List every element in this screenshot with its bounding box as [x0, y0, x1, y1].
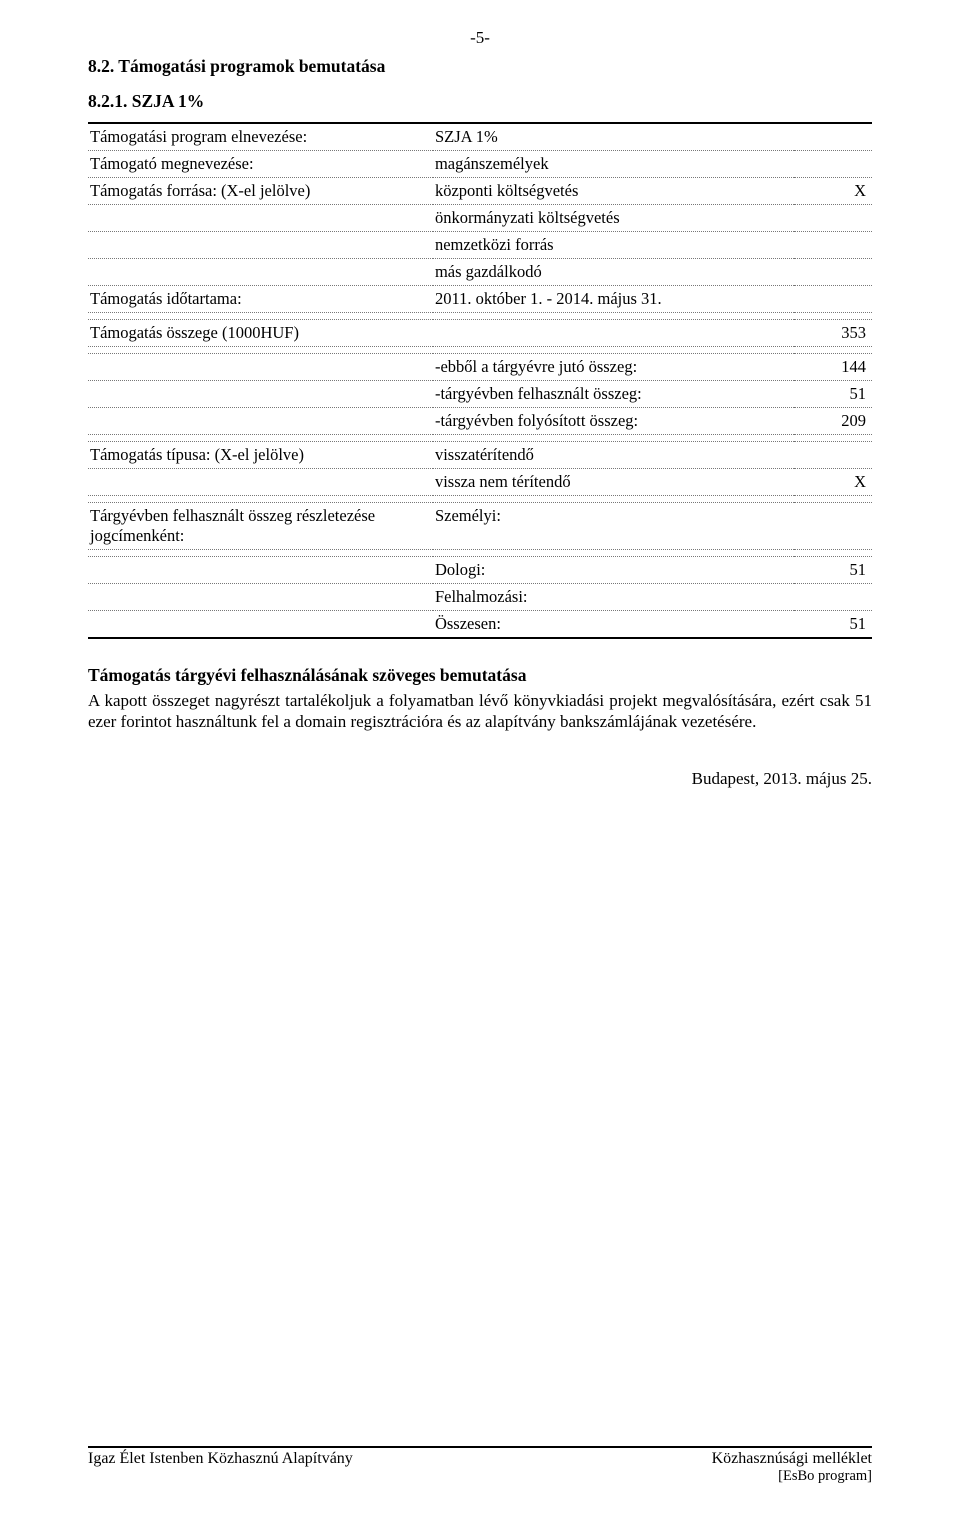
table-row: Támogatási program elnevezése:SZJA 1%: [88, 123, 872, 151]
row-value: -tárgyévben folyósított összeg:: [433, 408, 794, 435]
row-extra: 209: [794, 408, 872, 435]
row-value: Személyi:: [433, 503, 794, 550]
date-place: Budapest, 2013. május 25.: [88, 769, 872, 789]
table-row: Támogatás típusa: (X-el jelölve)visszaté…: [88, 442, 872, 469]
support-table: Támogatási program elnevezése:SZJA 1%Tám…: [88, 122, 872, 639]
section-heading: 8.2. Támogatási programok bemutatása: [88, 56, 872, 77]
footer-sub: [EsBo program]: [88, 1468, 872, 1485]
row-label: [88, 557, 433, 584]
page-number: -5-: [88, 28, 872, 48]
footer: Igaz Élet Istenben Közhasznú Alapítvány …: [88, 1446, 872, 1485]
table-row: Támogatás forrása: (X-el jelölve)központ…: [88, 178, 872, 205]
table-row: Dologi:51: [88, 557, 872, 584]
separator: [88, 550, 872, 557]
row-value: más gazdálkodó: [433, 259, 794, 286]
separator: [88, 347, 872, 354]
row-extra: 353: [794, 320, 872, 347]
row-value: 2011. október 1. - 2014. május 31.: [433, 286, 794, 313]
row-value: központi költségvetés: [433, 178, 794, 205]
row-extra: X: [794, 178, 872, 205]
row-value: Összesen:: [433, 611, 794, 639]
row-extra: [794, 151, 872, 178]
row-label: [88, 611, 433, 639]
table-row: vissza nem térítendőX: [88, 469, 872, 496]
row-label: [88, 381, 433, 408]
row-label: [88, 232, 433, 259]
row-value: -tárgyévben felhasznált összeg:: [433, 381, 794, 408]
row-value: nemzetközi forrás: [433, 232, 794, 259]
row-extra: [794, 286, 872, 313]
table-row: Támogató megnevezése:magánszemélyek: [88, 151, 872, 178]
subsection-heading: 8.2.1. SZJA 1%: [88, 91, 872, 112]
separator: [88, 496, 872, 503]
table-row: Összesen:51: [88, 611, 872, 639]
row-value: [433, 320, 794, 347]
row-extra: [794, 442, 872, 469]
row-value: magánszemélyek: [433, 151, 794, 178]
row-value: -ebből a tárgyévre jutó összeg:: [433, 354, 794, 381]
textblock-title: Támogatás tárgyévi felhasználásának szöv…: [88, 665, 872, 686]
separator: [88, 435, 872, 442]
row-label: [88, 354, 433, 381]
row-value: visszatérítendő: [433, 442, 794, 469]
table-row: -tárgyévben felhasznált összeg:51: [88, 381, 872, 408]
row-value: SZJA 1%: [433, 123, 794, 151]
textblock-body: A kapott összeget nagyrészt tartalékolju…: [88, 690, 872, 733]
row-extra: 51: [794, 381, 872, 408]
separator: [88, 313, 872, 320]
row-extra: [794, 205, 872, 232]
row-value: vissza nem térítendő: [433, 469, 794, 496]
row-label: Támogatási program elnevezése:: [88, 123, 433, 151]
row-label: [88, 469, 433, 496]
row-label: Támogatás típusa: (X-el jelölve): [88, 442, 433, 469]
table-row: önkormányzati költségvetés: [88, 205, 872, 232]
row-label: Támogató megnevezése:: [88, 151, 433, 178]
row-label: Tárgyévben felhasznált összeg részletezé…: [88, 503, 433, 550]
table-row: -tárgyévben folyósított összeg:209: [88, 408, 872, 435]
table-row: más gazdálkodó: [88, 259, 872, 286]
row-extra: [794, 503, 872, 550]
row-value: Felhalmozási:: [433, 584, 794, 611]
row-extra: 51: [794, 557, 872, 584]
table-row: -ebből a tárgyévre jutó összeg:144: [88, 354, 872, 381]
table-row: Tárgyévben felhasznált összeg részletezé…: [88, 503, 872, 550]
row-extra: [794, 123, 872, 151]
row-label: [88, 408, 433, 435]
row-label: Támogatás összege (1000HUF): [88, 320, 433, 347]
row-label: Támogatás forrása: (X-el jelölve): [88, 178, 433, 205]
table-row: Felhalmozási:: [88, 584, 872, 611]
table-row: Támogatás összege (1000HUF) 353: [88, 320, 872, 347]
row-label: [88, 205, 433, 232]
row-extra: [794, 232, 872, 259]
row-extra: 144: [794, 354, 872, 381]
row-extra: X: [794, 469, 872, 496]
footer-left: Igaz Élet Istenben Közhasznú Alapítvány: [88, 1450, 353, 1468]
row-extra: 51: [794, 611, 872, 639]
row-extra: [794, 584, 872, 611]
row-label: [88, 259, 433, 286]
row-value: önkormányzati költségvetés: [433, 205, 794, 232]
row-value: Dologi:: [433, 557, 794, 584]
row-extra: [794, 259, 872, 286]
page: -5- 8.2. Támogatási programok bemutatása…: [0, 0, 960, 1525]
row-label: [88, 584, 433, 611]
table-row: nemzetközi forrás: [88, 232, 872, 259]
row-label: Támogatás időtartama:: [88, 286, 433, 313]
footer-right: Közhasznúsági melléklet: [712, 1450, 872, 1468]
table-row: Támogatás időtartama:2011. október 1. - …: [88, 286, 872, 313]
